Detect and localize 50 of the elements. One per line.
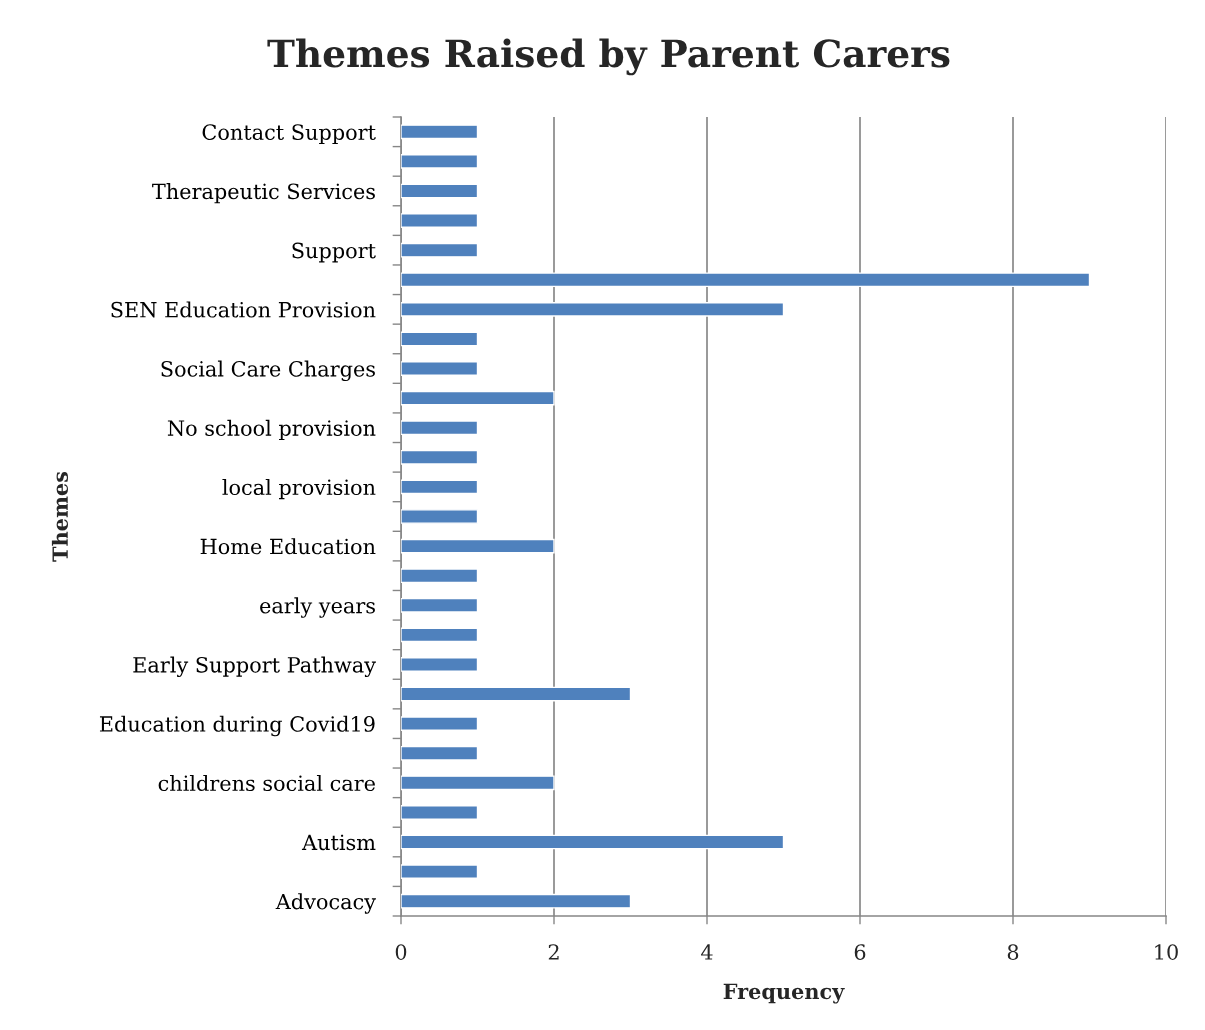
- y-tick-label: Support: [292, 242, 376, 263]
- y-tick-label: early years: [260, 597, 375, 618]
- bar: [401, 449, 479, 465]
- bar: [401, 716, 479, 732]
- bar: [401, 183, 479, 199]
- bar: [401, 597, 479, 613]
- bar: [401, 154, 479, 169]
- bar: [401, 568, 479, 584]
- y-axis-title: Themes: [51, 471, 69, 562]
- x-tick-label: 6: [854, 944, 866, 960]
- x-tick-label: 10: [1155, 944, 1178, 960]
- y-tick-label: Home Education: [200, 538, 376, 555]
- y-tick-label: SEN Education Provision: [111, 301, 376, 318]
- bar: [401, 213, 479, 228]
- bar: [401, 301, 785, 317]
- bar: [401, 420, 479, 436]
- bar: [401, 627, 479, 643]
- bar: [401, 390, 555, 406]
- y-tick-label: Autism: [301, 834, 376, 851]
- y-tick-label: local provision: [222, 478, 376, 500]
- bar: [401, 686, 632, 702]
- bar: [401, 805, 479, 820]
- y-tick-label: childrens social care: [158, 774, 375, 792]
- bar: [401, 745, 479, 761]
- bar: [401, 657, 479, 672]
- bar: [401, 775, 555, 791]
- bar: [401, 242, 479, 258]
- bar: [401, 538, 555, 554]
- bar: [401, 509, 479, 524]
- y-tick-label: Advocacy: [275, 893, 376, 914]
- x-tick-label: 4: [701, 944, 713, 960]
- bar: [401, 893, 632, 909]
- chart-title: Themes Raised by Parent Carers: [267, 38, 950, 76]
- bar: [401, 864, 479, 879]
- y-tick-label: Early Support Pathway: [133, 656, 376, 678]
- bar: [401, 361, 479, 376]
- y-tick-label: Contact Support: [202, 124, 376, 145]
- x-tick-label: 8: [1007, 944, 1019, 960]
- y-tick-label: Education during Covid19: [99, 715, 375, 737]
- bar: [401, 834, 785, 850]
- bar: [401, 272, 1091, 288]
- bar: [401, 124, 479, 140]
- x-tick-label: 0: [395, 944, 407, 960]
- y-tick-label: No school provision: [167, 419, 376, 440]
- bar: [401, 331, 479, 347]
- y-tick-label: Therapeutic Services: [152, 183, 375, 204]
- x-axis-title: Frequency: [723, 983, 845, 1004]
- x-tick-label: 2: [548, 944, 559, 960]
- y-tick-label: Social Care Charges: [161, 360, 375, 382]
- bar: [401, 479, 479, 495]
